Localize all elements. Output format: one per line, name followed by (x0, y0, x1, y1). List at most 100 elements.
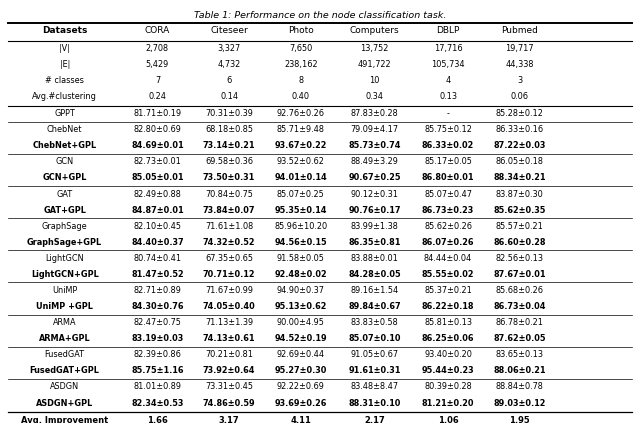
Text: 95.13±0.62: 95.13±0.62 (275, 302, 327, 311)
Text: GCN+GPL: GCN+GPL (42, 173, 87, 182)
Text: 83.88±0.01: 83.88±0.01 (351, 254, 398, 263)
Text: 13,752: 13,752 (360, 44, 388, 53)
Text: Citeseer: Citeseer (211, 26, 248, 36)
Text: ChebNet: ChebNet (47, 125, 83, 134)
Text: 82.34±0.53: 82.34±0.53 (131, 398, 184, 407)
Text: 92.69±0.44: 92.69±0.44 (276, 350, 325, 359)
Text: 85.81±0.13: 85.81±0.13 (424, 318, 472, 327)
Text: 85.75±1.16: 85.75±1.16 (131, 366, 184, 375)
Text: 7: 7 (155, 76, 160, 85)
Text: 88.34±0.21: 88.34±0.21 (493, 173, 546, 182)
Text: 87.22±0.03: 87.22±0.03 (493, 141, 546, 150)
Text: 85.68±0.26: 85.68±0.26 (496, 286, 544, 295)
Text: FusedGAT+GPL: FusedGAT+GPL (29, 366, 100, 375)
Text: LightGCN+GPL: LightGCN+GPL (31, 270, 99, 279)
Text: 74.13±0.61: 74.13±0.61 (203, 334, 255, 343)
Text: 88.49±3.29: 88.49±3.29 (351, 157, 398, 166)
Text: 44,338: 44,338 (506, 60, 534, 69)
Text: 86.35±0.81: 86.35±0.81 (348, 238, 401, 247)
Text: 95.27±0.30: 95.27±0.30 (275, 366, 327, 375)
Text: 92.76±0.26: 92.76±0.26 (276, 109, 324, 118)
Text: 2,708: 2,708 (146, 44, 169, 53)
Text: 2.17: 2.17 (364, 416, 385, 423)
Text: ARMA: ARMA (53, 318, 76, 327)
Text: 95.44±0.23: 95.44±0.23 (422, 366, 474, 375)
Text: 85.73±0.74: 85.73±0.74 (348, 141, 401, 150)
Text: Avg.#clustering: Avg.#clustering (32, 92, 97, 102)
Text: 3: 3 (517, 76, 522, 85)
Text: 85.37±0.21: 85.37±0.21 (424, 286, 472, 295)
Text: 90.00±4.95: 90.00±4.95 (277, 318, 324, 327)
Text: 91.61±0.31: 91.61±0.31 (348, 366, 401, 375)
Text: 92.48±0.02: 92.48±0.02 (275, 270, 327, 279)
Text: 93.67±0.22: 93.67±0.22 (275, 141, 327, 150)
Text: # classes: # classes (45, 76, 84, 85)
Text: 90.76±0.17: 90.76±0.17 (348, 206, 401, 214)
Text: Computers: Computers (349, 26, 399, 36)
Text: 70.84±0.75: 70.84±0.75 (205, 190, 253, 198)
Text: 82.47±0.75: 82.47±0.75 (134, 318, 181, 327)
Text: 94.90±0.37: 94.90±0.37 (277, 286, 324, 295)
Text: 74.86±0.59: 74.86±0.59 (203, 398, 255, 407)
Text: 86.33±0.16: 86.33±0.16 (495, 125, 544, 134)
Text: 86.25±0.06: 86.25±0.06 (422, 334, 474, 343)
Text: 82.71±0.89: 82.71±0.89 (134, 286, 181, 295)
Text: |V|: |V| (60, 44, 70, 53)
Text: 81.21±0.20: 81.21±0.20 (422, 398, 474, 407)
Text: 94.01±0.14: 94.01±0.14 (275, 173, 327, 182)
Text: 94.56±0.15: 94.56±0.15 (275, 238, 327, 247)
Text: 86.73±0.04: 86.73±0.04 (493, 302, 546, 311)
Text: 83.19±0.03: 83.19±0.03 (131, 334, 184, 343)
Text: 0.34: 0.34 (365, 92, 383, 102)
Text: 81.71±0.19: 81.71±0.19 (133, 109, 182, 118)
Text: 73.84±0.07: 73.84±0.07 (203, 206, 255, 214)
Text: 73.92±0.64: 73.92±0.64 (203, 366, 255, 375)
Text: UniMP: UniMP (52, 286, 77, 295)
Text: 86.07±0.26: 86.07±0.26 (422, 238, 474, 247)
Text: 73.50±0.31: 73.50±0.31 (203, 173, 255, 182)
Text: 86.78±0.21: 86.78±0.21 (496, 318, 544, 327)
Text: 0.06: 0.06 (511, 92, 529, 102)
Text: 71.67±0.99: 71.67±0.99 (205, 286, 253, 295)
Text: 82.73±0.01: 82.73±0.01 (134, 157, 181, 166)
Text: 82.49±0.88: 82.49±0.88 (134, 190, 181, 198)
Text: CORA: CORA (145, 26, 170, 36)
Text: 238,162: 238,162 (284, 60, 317, 69)
Text: 82.56±0.13: 82.56±0.13 (496, 254, 544, 263)
Text: 83.87±0.30: 83.87±0.30 (496, 190, 543, 198)
Text: 8: 8 (298, 76, 303, 85)
Text: 93.69±0.26: 93.69±0.26 (275, 398, 327, 407)
Text: Photo: Photo (288, 26, 314, 36)
Text: 85.07±0.47: 85.07±0.47 (424, 190, 472, 198)
Text: 0.24: 0.24 (148, 92, 166, 102)
Text: 80.39±0.28: 80.39±0.28 (424, 382, 472, 391)
Text: 82.80±0.69: 82.80±0.69 (134, 125, 181, 134)
Text: GPPT: GPPT (54, 109, 75, 118)
Text: 90.67±0.25: 90.67±0.25 (348, 173, 401, 182)
Text: GraphSage: GraphSage (42, 222, 88, 231)
Text: 3,327: 3,327 (218, 44, 241, 53)
Text: 83.99±1.38: 83.99±1.38 (351, 222, 398, 231)
Text: |E|: |E| (60, 60, 70, 69)
Text: 87.62±0.05: 87.62±0.05 (493, 334, 546, 343)
Text: 82.10±0.45: 82.10±0.45 (134, 222, 182, 231)
Text: 86.33±0.02: 86.33±0.02 (422, 141, 474, 150)
Text: 67.35±0.65: 67.35±0.65 (205, 254, 253, 263)
Text: 6: 6 (227, 76, 232, 85)
Text: ARMA+GPL: ARMA+GPL (39, 334, 90, 343)
Text: Datasets: Datasets (42, 26, 87, 36)
Text: 94.52±0.19: 94.52±0.19 (275, 334, 327, 343)
Text: Avg. Improvement: Avg. Improvement (21, 416, 108, 423)
Text: 84.44±0.04: 84.44±0.04 (424, 254, 472, 263)
Text: 85.75±0.12: 85.75±0.12 (424, 125, 472, 134)
Text: 87.67±0.01: 87.67±0.01 (493, 270, 546, 279)
Text: 85.05±0.01: 85.05±0.01 (131, 173, 184, 182)
Text: 70.31±0.39: 70.31±0.39 (205, 109, 253, 118)
Text: 89.84±0.67: 89.84±0.67 (348, 302, 401, 311)
Text: 88.06±0.21: 88.06±0.21 (493, 366, 546, 375)
Text: 85.62±0.35: 85.62±0.35 (493, 206, 546, 214)
Text: ASDGN: ASDGN (50, 382, 79, 391)
Text: 85.96±10.20: 85.96±10.20 (274, 222, 328, 231)
Text: 84.28±0.05: 84.28±0.05 (348, 270, 401, 279)
Text: GAT: GAT (56, 190, 73, 198)
